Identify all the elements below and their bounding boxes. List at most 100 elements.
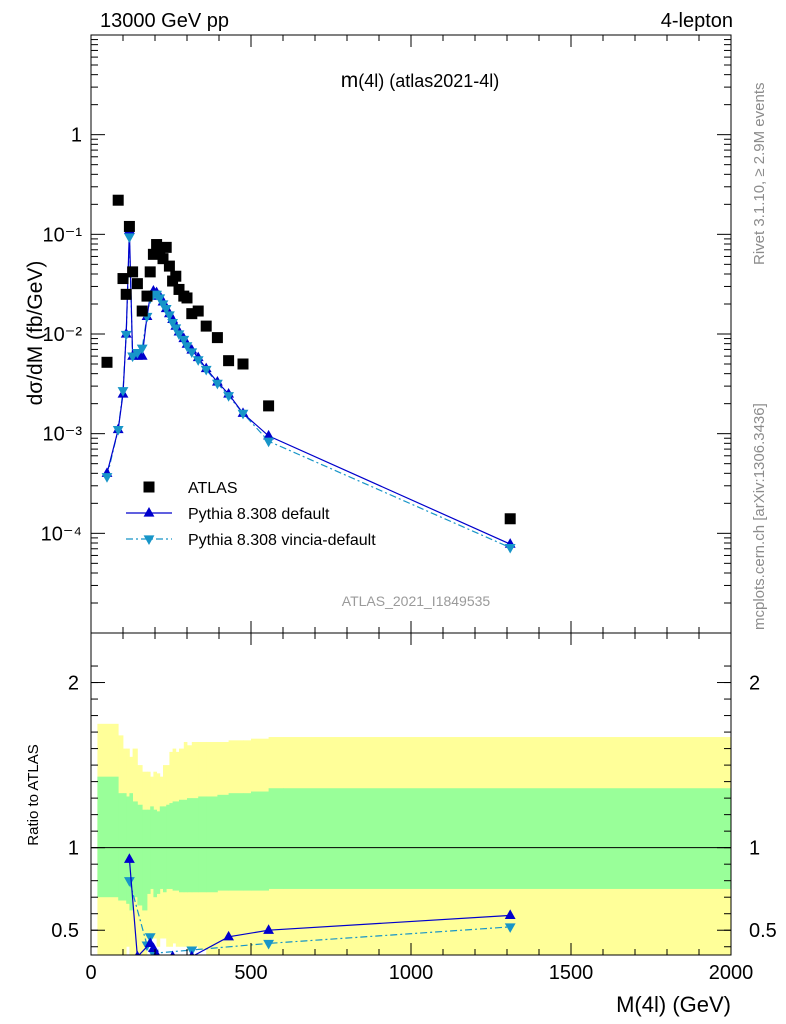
ratio-y-tick-label-right: 1 [749,838,760,860]
ratio-default-point [504,909,516,919]
x-tick-label: 1500 [549,962,594,984]
uncertainty-band-inner [97,776,119,898]
ratio-data-layer [124,853,516,955]
atlas-point [163,260,175,272]
uncertainty-band-inner [137,804,143,906]
vincia-point [154,294,166,304]
x-tick-label: 1000 [389,962,434,984]
chart-title: m(4l) (atlas2021-4l) [341,69,500,92]
ratio-series-group [124,853,516,955]
atlas-point [154,246,166,258]
atlas-point [151,239,163,251]
atlas-point [120,288,132,300]
vincia-point [200,365,212,376]
atlas-point [144,266,156,278]
vincia-point [170,324,182,334]
ratio-default-point [263,924,274,934]
uncertainty-band-inner [123,793,127,901]
vincia-point [263,437,274,448]
ratio-default-point [124,853,135,863]
uncertainty-band-inner [118,793,124,901]
ratio-bands [97,723,731,955]
y-tick-label: 10⁻³ [43,424,83,446]
ratio-panel: 2 2 1 1 0.5 0.5 0 500 1000 1500 2000 Ratio to ATLA… [25,632,777,1017]
uncertainty-band-inner [183,799,188,893]
atlas-point [127,266,139,278]
vincia-point [164,311,175,322]
legend-label: ATLAS [188,480,238,497]
legend-marker-atlas [143,481,155,493]
ratio-y-tick-label-right: 2 [749,673,760,695]
vincia-point [223,392,234,402]
atlas-point [160,241,172,253]
y-tick-label: 10⁻² [43,324,83,346]
uncertainty-band-inner [187,798,193,893]
main-frame [90,34,732,634]
ratio-vincia-point [124,877,135,887]
vincia-point [117,387,129,397]
ratio-y-tick-label: 0.5 [51,920,79,942]
x-tick-label: 500 [234,962,267,984]
atlas-point [504,513,516,525]
x-tick-label: 2000 [709,962,754,984]
vincia-point [181,342,193,352]
vincia-point [136,344,148,355]
atlas-point [170,270,182,282]
uncertainty-band-inner [283,788,731,889]
atlas-point [136,305,148,317]
legend-marker-vincia [143,535,155,545]
rivet-version-label: Rivet 3.1.10, ≥ 2.9M events [751,83,768,266]
mcplots-label: mcplots.cern.ch [arXiv:1306.3436] [751,403,768,630]
uncertainty-band-inner [179,799,185,893]
uncertainty-band-inner [132,801,138,898]
uncertainty-band-inner [243,793,252,891]
ratio-default-point [134,950,140,955]
vincia-point [112,425,124,436]
uncertainty-band-inner [156,811,161,894]
main-panel: m(4l) (atlas2021-4l) dσ/dM (fb/GeV) ATLA… [24,34,732,634]
uncertainty-band-inner [251,791,269,891]
atlas-point [117,273,129,285]
y-tick-label: 10⁻⁴ [41,523,82,545]
main-data-layer [101,194,516,554]
atlas-point [157,253,169,265]
vincia-point [504,543,516,554]
vincia-point [192,356,204,366]
x-tick-label: 0 [85,962,96,984]
uncertainty-band-inner [129,793,133,911]
vincia-point [237,409,249,420]
uncertainty-band-inner [166,804,170,889]
y-axis-label: dσ/dM (fb/GeV) [24,261,47,406]
vincia-point [120,330,132,341]
atlas-point [101,356,113,368]
ratio-vincia-point [263,939,274,950]
uncertainty-band-inner [153,809,157,898]
uncertainty-band-inner [163,806,167,893]
vincia-point [173,330,185,340]
y-tick-label: 1 [71,125,82,147]
atlas-point [147,248,159,260]
uncertainty-band-inner [169,803,173,889]
atlas-point [173,283,185,295]
ratio-default-point [170,950,176,955]
uncertainty-band-inner [206,796,218,893]
uncertainty-band-inner [268,788,284,889]
uncertainty-band-inner [191,798,199,893]
x-axis-label: M(4l) (GeV) [616,992,731,1017]
vincia-point [212,379,223,390]
ratio-default-point [148,942,159,952]
uncertainty-band-inner [175,801,180,891]
ratio-default-line [128,859,511,955]
atlas-point [263,400,275,412]
chart-title-symbol: m [341,69,359,92]
uncertainty-band-inner [142,809,148,911]
uncertainty-band-inner [217,794,229,891]
analysis-label: ATLAS_2021_I1849535 [342,593,491,609]
uncertainty-band-inner [198,796,207,893]
legend-label: Pythia 8.308 vincia-default [188,532,376,549]
vincia-point [101,473,113,483]
header-left: 13000 GeV pp [100,10,229,32]
atlas-point [223,355,235,367]
default-point [136,350,148,360]
